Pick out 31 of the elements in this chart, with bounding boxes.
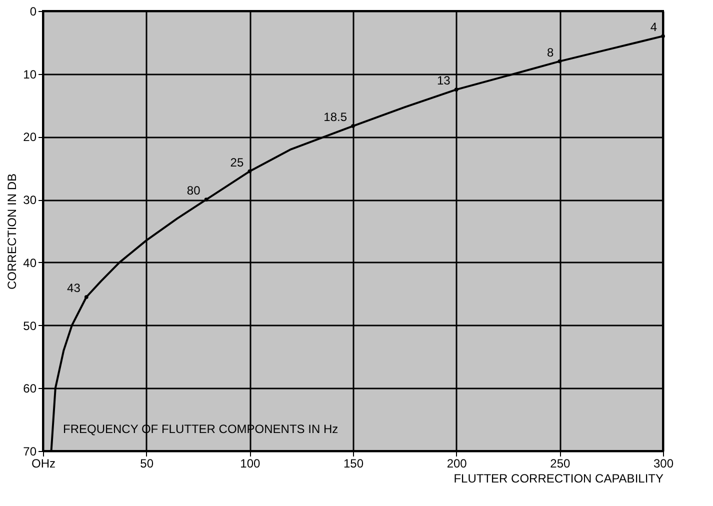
y-tick-label: 0 bbox=[30, 4, 37, 18]
y-tick-label: 70 bbox=[23, 444, 37, 458]
point bbox=[351, 124, 355, 128]
annotation: 13 bbox=[436, 74, 451, 88]
y-tick-label: 50 bbox=[23, 318, 37, 333]
annotation: 43 bbox=[67, 281, 81, 295]
x-tick-label: 200 bbox=[446, 456, 468, 470]
annotation: 8 bbox=[546, 45, 554, 60]
x-tick-label: 150 bbox=[343, 456, 364, 470]
point bbox=[661, 34, 665, 38]
x-tick-label: 300 bbox=[653, 456, 674, 470]
point bbox=[558, 59, 562, 64]
y-tick-label: 30 bbox=[23, 193, 37, 208]
point bbox=[204, 198, 208, 202]
x-tick-label: 250 bbox=[550, 456, 570, 470]
y-tick-label: 10 bbox=[23, 67, 37, 82]
x-tick-label: OHz bbox=[32, 456, 56, 470]
annotation: 4 bbox=[650, 20, 658, 34]
annotation: 18.5 bbox=[324, 110, 348, 124]
annotation: 25 bbox=[230, 155, 244, 170]
y-tick-label: 40 bbox=[23, 256, 37, 270]
x-tick-label: 100 bbox=[240, 456, 260, 470]
point bbox=[454, 88, 458, 92]
x-tick-label: 50 bbox=[140, 456, 154, 470]
y-axis-title: CORRECTION IN DB bbox=[5, 173, 20, 290]
x-axis-title: FLUTTER CORRECTION CAPABILITY bbox=[454, 472, 664, 486]
y-tick-label: 60 bbox=[23, 382, 37, 396]
point bbox=[248, 169, 252, 174]
annotation: 80 bbox=[186, 184, 201, 198]
y-tick-label: 20 bbox=[23, 130, 37, 144]
point bbox=[84, 295, 88, 299]
